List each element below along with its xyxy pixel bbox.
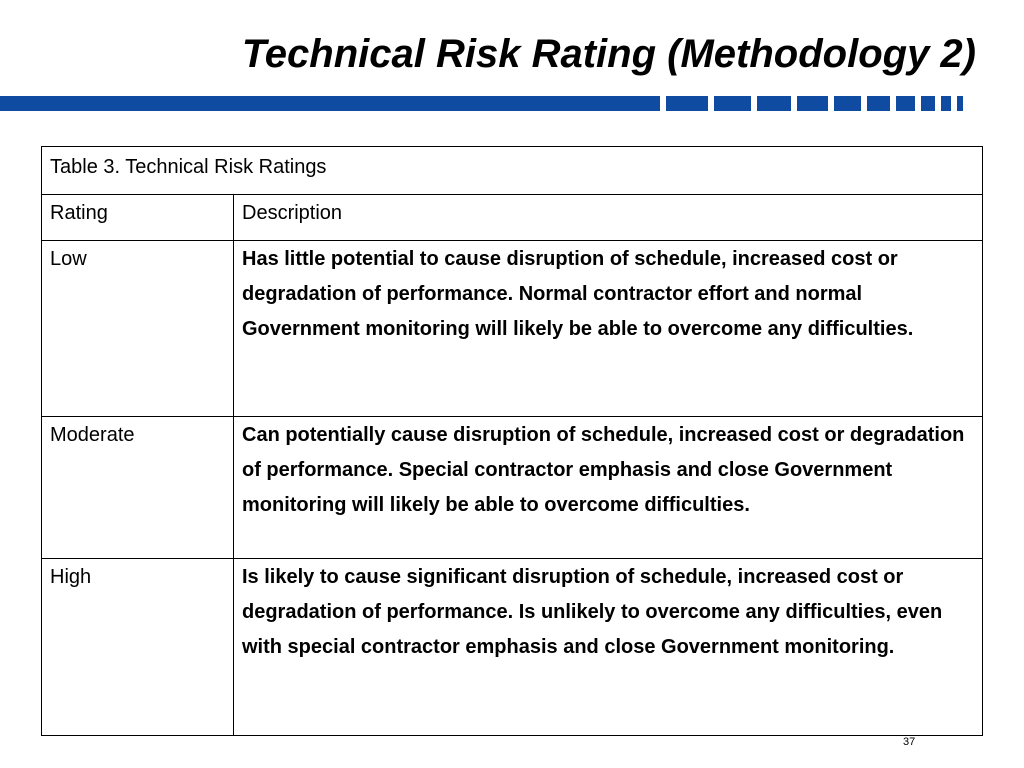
column-header-rating: Rating	[41, 194, 234, 241]
title-divider-bar	[0, 96, 1024, 111]
rating-cell: High	[41, 558, 234, 736]
table-row: Moderate Can potentially cause disruptio…	[41, 416, 983, 559]
divider-block	[896, 96, 915, 111]
description-cell: Has little potential to cause disruption…	[233, 240, 983, 417]
table-caption-row: Table 3. Technical Risk Ratings	[41, 146, 983, 195]
table-row: High Is likely to cause significant disr…	[41, 558, 983, 736]
divider-block	[921, 96, 935, 111]
table-caption: Table 3. Technical Risk Ratings	[41, 146, 983, 195]
divider-solid-segment	[0, 96, 660, 111]
rating-cell: Low	[41, 240, 234, 417]
column-header-description: Description	[233, 194, 983, 241]
page-number: 37	[903, 736, 916, 748]
rating-cell: Moderate	[41, 416, 234, 559]
divider-block	[714, 96, 751, 111]
divider-block	[757, 96, 791, 111]
description-cell: Is likely to cause significant disruptio…	[233, 558, 983, 736]
slide-title: Technical Risk Rating (Methodology 2)	[241, 32, 976, 76]
technical-risk-ratings-table: Table 3. Technical Risk Ratings Rating D…	[41, 146, 983, 736]
divider-block	[797, 96, 828, 111]
description-cell: Can potentially cause disruption of sche…	[233, 416, 983, 559]
divider-block	[867, 96, 890, 111]
divider-block	[957, 96, 963, 111]
table-header-row: Rating Description	[41, 194, 983, 241]
divider-block	[941, 96, 951, 111]
table-row: Low Has little potential to cause disrup…	[41, 240, 983, 417]
divider-block	[834, 96, 861, 111]
divider-block	[666, 96, 708, 111]
